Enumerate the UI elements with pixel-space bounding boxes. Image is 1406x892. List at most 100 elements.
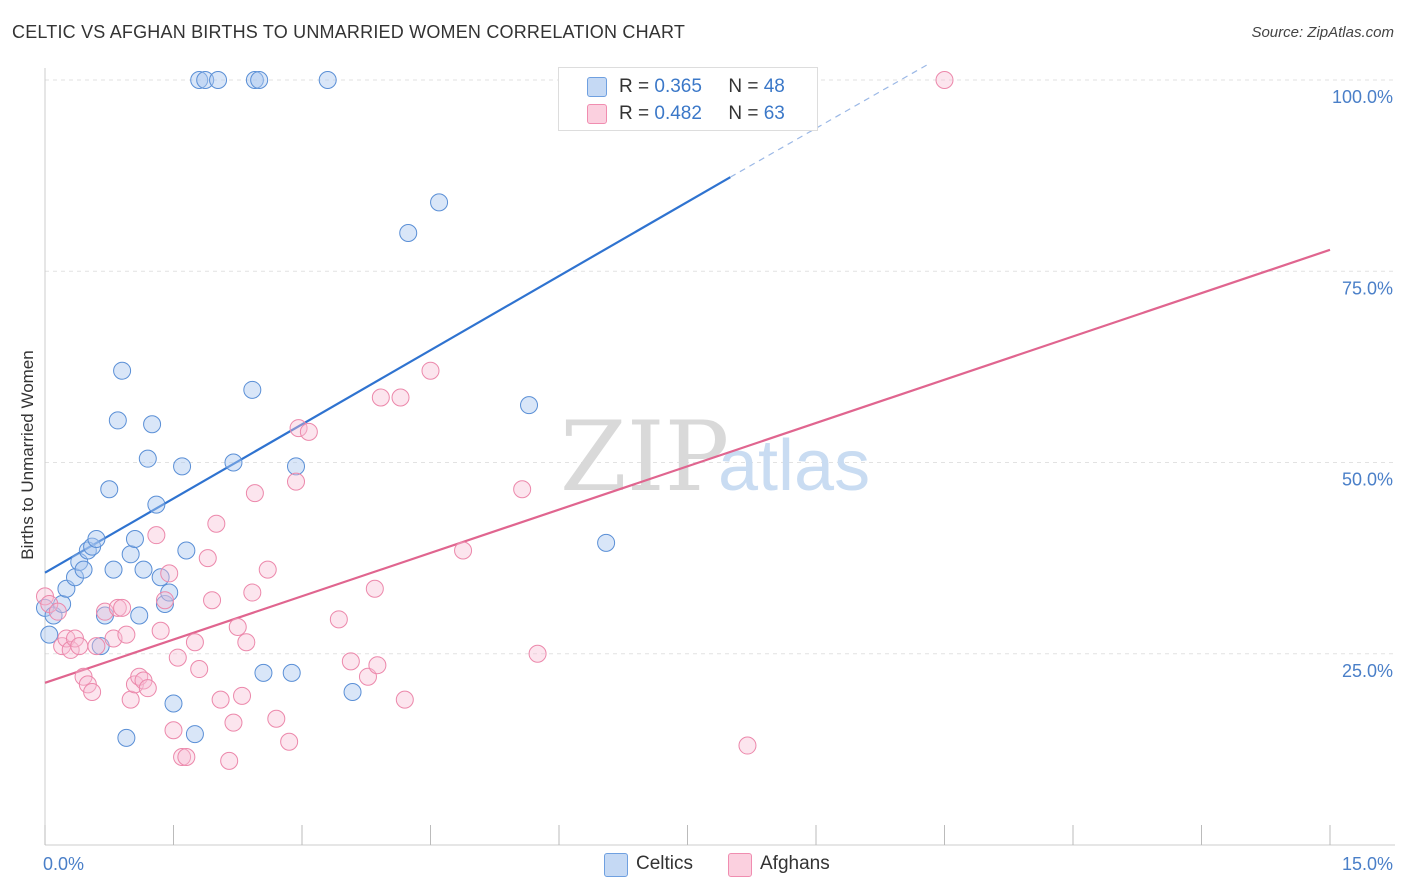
point-afghans-35 [211, 690, 230, 709]
point-afghans-45 [280, 732, 299, 751]
point-afghans-21 [138, 679, 157, 698]
point-afghans-28 [173, 748, 192, 767]
point-afghans-23 [151, 621, 170, 640]
data-points [36, 71, 954, 770]
point-afghans-54 [371, 388, 390, 407]
tick-labels: 25.0% 50.0% 75.0% 100.0% 0.0% 15.0% [43, 87, 1393, 874]
legend-celtics-r-value: 0.365 [654, 76, 702, 97]
point-celtics-22 [138, 449, 157, 468]
point-afghans-26 [164, 721, 183, 740]
point-afghans-14 [108, 598, 127, 617]
point-afghans-15 [113, 598, 132, 617]
legend-celtics-n-label: N = [728, 76, 764, 97]
point-celtics-43 [343, 683, 362, 701]
point-afghans-31 [190, 660, 209, 679]
y-tick-label-0: 25.0% [1342, 661, 1393, 681]
point-afghans-34 [207, 514, 226, 533]
point-celtics-2 [40, 625, 59, 644]
bottom-legend-swatch-afghans [728, 853, 752, 877]
bottom-legend-label-celtics: Celtics [636, 853, 694, 874]
point-celtics-19 [125, 530, 144, 548]
point-afghans-57 [421, 361, 440, 380]
point-afghans-62 [935, 71, 954, 89]
point-afghans-48 [299, 422, 318, 441]
point-celtics-37 [250, 71, 269, 89]
point-celtics-32 [190, 71, 209, 89]
point-celtics-23 [143, 415, 162, 434]
point-celtics-16 [113, 361, 132, 380]
point-afghans-50 [341, 652, 360, 671]
point-afghans-43 [258, 560, 277, 579]
point-celtics-40 [282, 663, 301, 682]
point-afghans-47 [289, 419, 308, 438]
point-celtics-31 [185, 725, 204, 744]
trendline-celtics [44, 176, 731, 574]
point-afghans-10 [83, 683, 102, 701]
bottom-legend-label-afghans: Afghans [760, 853, 830, 874]
point-celtics-42 [318, 71, 337, 89]
point-celtics-46 [520, 396, 539, 415]
watermark-atlas: atlas [718, 426, 870, 506]
x-tick-label-1: 15.0% [1342, 854, 1393, 874]
point-afghans-11 [87, 637, 106, 656]
point-celtics-38 [243, 380, 262, 399]
point-celtics-15 [108, 411, 127, 430]
point-celtics-35 [224, 453, 243, 472]
point-afghans-40 [237, 633, 256, 652]
legend-afghans-r-value: 0.482 [654, 103, 702, 124]
point-afghans-46 [287, 472, 306, 491]
trend-lines [44, 64, 1331, 684]
point-afghans-49 [329, 610, 348, 629]
legend-swatch-afghans [587, 104, 607, 124]
point-celtics-44 [399, 224, 418, 242]
trendline-afghans [44, 248, 1331, 684]
watermark-zip: ZIP [560, 401, 729, 513]
point-celtics-28 [164, 694, 183, 713]
point-afghans-30 [185, 633, 204, 652]
point-celtics-34 [209, 71, 228, 89]
point-celtics-29 [173, 457, 192, 476]
point-afghans-53 [368, 656, 387, 675]
point-afghans-5 [61, 640, 80, 659]
point-afghans-56 [395, 690, 414, 709]
point-afghans-25 [160, 564, 179, 583]
point-afghans-22 [147, 526, 166, 545]
gridlines [45, 79, 1395, 655]
trendline-extension-celtics [730, 64, 928, 178]
point-celtics-21 [134, 560, 153, 579]
legend-celtics-r-label: R = [619, 76, 655, 97]
x-tick-label-0: 0.0% [43, 854, 84, 874]
source-label: Source: ZipAtlas.com [1251, 24, 1394, 41]
y-tick-label-1: 50.0% [1342, 470, 1393, 490]
point-afghans-16 [117, 625, 136, 644]
point-celtics-25 [151, 568, 170, 587]
point-afghans-27 [168, 648, 187, 667]
point-celtics-26 [155, 595, 174, 614]
legend-afghans-r-label: R = [619, 103, 655, 124]
chart-title: CELTIC VS AFGHAN BIRTHS TO UNMARRIED WOM… [12, 22, 686, 42]
y-axis-label: Births to Unmarried Women [18, 350, 37, 559]
point-afghans-36 [220, 751, 239, 770]
point-celtics-14 [104, 560, 123, 579]
point-celtics-13 [100, 480, 119, 499]
point-celtics-41 [287, 457, 306, 476]
point-afghans-41 [243, 583, 262, 602]
point-afghans-37 [224, 713, 243, 732]
point-afghans-42 [245, 484, 264, 503]
y-tick-label-3: 100.0% [1332, 87, 1393, 107]
point-celtics-45 [430, 193, 449, 212]
point-celtics-7 [74, 560, 93, 579]
correlation-legend: R = 0.365 N = 48 R = 0.482 N = 63 [558, 67, 818, 131]
point-afghans-33 [203, 591, 222, 610]
point-afghans-55 [391, 388, 410, 407]
axes [44, 68, 1395, 846]
point-afghans-39 [233, 686, 252, 705]
point-celtics-30 [177, 541, 196, 560]
y-tick-label-2: 75.0% [1342, 278, 1393, 298]
point-afghans-7 [70, 637, 89, 656]
point-afghans-17 [121, 690, 140, 709]
point-afghans-60 [528, 644, 547, 663]
legend-afghans-n-label: N = [728, 103, 764, 124]
point-celtics-36 [245, 71, 264, 89]
